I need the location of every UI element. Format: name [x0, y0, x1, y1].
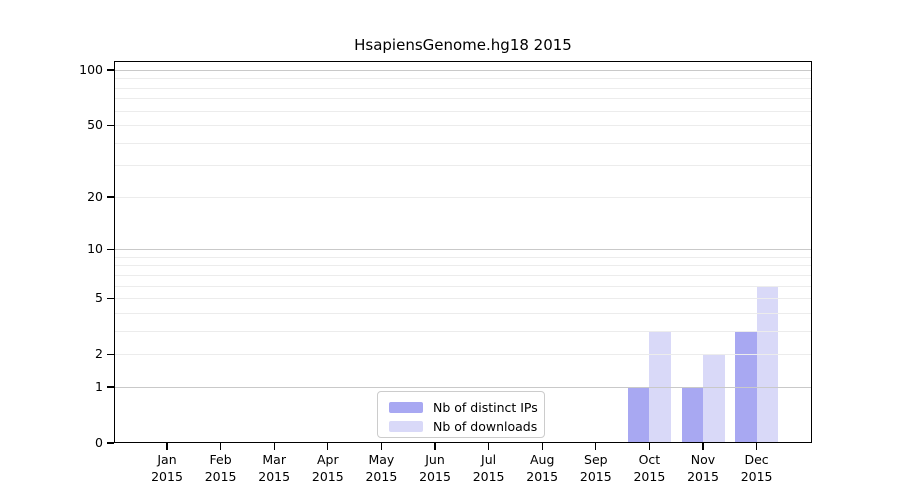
minor-gridline	[114, 87, 812, 89]
minor-gridline	[114, 265, 812, 267]
minor-gridline	[114, 298, 812, 300]
bar-nov-downloads	[703, 354, 725, 443]
y-tick-label: 2	[95, 346, 103, 362]
minor-gridline	[114, 110, 812, 112]
y-tick-mark	[107, 124, 114, 126]
x-tick-mark	[541, 443, 543, 450]
x-tick-mark	[166, 443, 168, 450]
x-tick-label: Dec 2015	[740, 452, 773, 484]
x-tick-mark	[595, 443, 597, 450]
minor-gridline	[114, 125, 812, 127]
bar-dec-downloads	[756, 285, 779, 443]
x-tick-label: May 2015	[365, 452, 398, 484]
x-tick-mark	[755, 443, 758, 450]
minor-gridline	[114, 285, 812, 287]
legend-label-distinct-ips: Nb of distinct IPs	[433, 399, 538, 415]
x-tick-label: Aug 2015	[526, 452, 559, 484]
minor-gridline	[114, 165, 812, 167]
y-tick-label: 5	[95, 290, 103, 306]
minor-gridline	[114, 196, 812, 198]
x-tick-label: Apr 2015	[311, 452, 344, 484]
y-tick-label: 50	[87, 117, 103, 133]
chart-title: HsapiensGenome.hg18 2015	[354, 36, 572, 54]
y-tick-mark	[107, 297, 114, 299]
distinct-ips-swatch-icon	[389, 401, 423, 413]
downloads-swatch-icon	[389, 420, 423, 432]
x-tick-mark	[219, 443, 222, 450]
x-tick-label: Jun 2015	[419, 452, 451, 484]
x-tick-mark	[273, 443, 275, 450]
legend-label-downloads: Nb of downloads	[433, 418, 538, 434]
y-tick-label: 100	[79, 62, 103, 77]
minor-gridline	[114, 142, 812, 144]
y-tick-mark	[107, 69, 114, 71]
major-gridline	[114, 386, 812, 388]
x-tick-label: Oct 2015	[633, 452, 666, 484]
minor-gridline	[114, 256, 812, 258]
y-tick-label: 0	[95, 435, 103, 450]
x-tick-mark	[487, 443, 490, 450]
y-tick-label: 1	[95, 378, 103, 394]
legend-row-distinct-ips: Nb of distinct IPs	[389, 398, 544, 416]
minor-gridline	[114, 312, 812, 314]
legend: Nb of distinct IPs Nb of downloads	[377, 391, 545, 438]
x-tick-mark	[380, 443, 383, 450]
x-tick-mark	[648, 443, 651, 450]
major-gridline	[114, 249, 812, 251]
y-tick-mark	[107, 386, 114, 388]
minor-gridline	[114, 330, 812, 332]
x-tick-label: Feb 2015	[204, 452, 237, 484]
minor-gridline	[114, 354, 812, 356]
x-tick-mark	[702, 443, 704, 450]
y-tick-label: 10	[87, 241, 103, 257]
bar-nov-distinct-ips	[681, 386, 703, 443]
legend-row-downloads: Nb of downloads	[389, 417, 544, 435]
y-tick-label: 20	[87, 188, 103, 204]
x-tick-label: Sep 2015	[579, 452, 612, 484]
y-tick-mark	[107, 248, 114, 250]
minor-gridline	[114, 78, 812, 80]
x-tick-mark	[327, 443, 329, 450]
major-gridline	[114, 70, 812, 71]
y-tick-mark	[107, 196, 114, 198]
x-tick-label: Nov 2015	[687, 452, 719, 484]
bar-oct-distinct-ips	[627, 386, 650, 443]
y-tick-mark	[107, 353, 114, 355]
x-tick-label: Mar 2015	[258, 452, 291, 484]
x-tick-label: Jul 2015	[472, 452, 505, 484]
minor-gridline	[114, 98, 812, 100]
y-tick-mark	[107, 442, 114, 444]
x-tick-mark	[434, 443, 436, 450]
x-tick-label: Jan 2015	[151, 452, 183, 484]
minor-gridline	[114, 274, 812, 276]
